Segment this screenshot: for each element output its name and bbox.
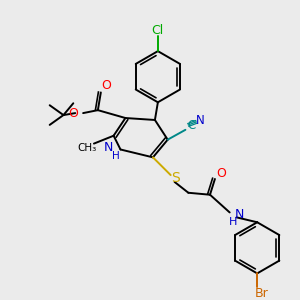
Text: CH₃: CH₃: [77, 142, 97, 152]
Text: N: N: [196, 115, 205, 128]
Text: Br: Br: [254, 286, 268, 300]
Text: N: N: [103, 141, 112, 154]
Text: C: C: [187, 119, 195, 132]
Text: H: H: [228, 217, 237, 227]
Text: N: N: [235, 208, 244, 221]
Text: Cl: Cl: [152, 24, 164, 37]
Text: H: H: [112, 152, 119, 161]
Text: O: O: [68, 106, 78, 120]
Text: O: O: [216, 167, 226, 180]
Text: O: O: [101, 79, 111, 92]
Text: S: S: [171, 171, 180, 185]
